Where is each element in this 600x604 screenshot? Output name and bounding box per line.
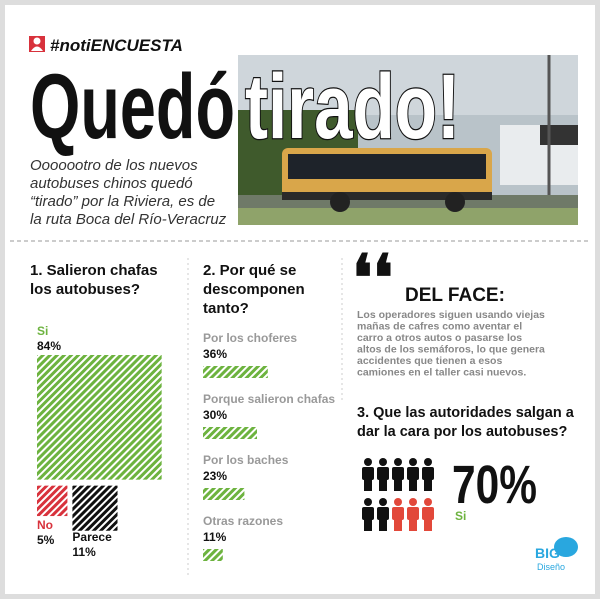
question-line: 2. Por qué se: [203, 262, 296, 279]
title-black: Quedó: [30, 56, 235, 158]
user-icon-body: [31, 46, 43, 51]
person-legs: [379, 519, 387, 531]
person-legs: [379, 479, 387, 491]
value-label: 11%: [203, 530, 227, 544]
person-head: [379, 498, 387, 506]
person-legs: [394, 519, 402, 531]
person-legs: [424, 519, 432, 531]
photo: [238, 55, 578, 225]
square: [72, 485, 118, 531]
person-body: [377, 467, 389, 480]
person-legs: [364, 479, 372, 491]
comment-line: Los operadores siguen usando viejas: [357, 309, 545, 321]
pictogram: [362, 458, 434, 531]
lead-line: Ooooootro de los nuevos: [30, 157, 198, 174]
category-label: Por los choferes: [203, 331, 297, 345]
category-label: No: [37, 518, 53, 532]
person-head: [394, 458, 402, 466]
person-body: [422, 507, 434, 520]
person-head: [409, 458, 417, 466]
question-line: descomponen: [203, 281, 305, 298]
question-line: los autobuses?: [30, 281, 140, 298]
lead-line: la ruta Boca del Río-Veracruz: [30, 211, 227, 228]
category-label: Parece: [72, 530, 112, 544]
person-body: [407, 507, 419, 520]
category-label: Porque salieron chafas: [203, 392, 335, 406]
value-label: 23%: [203, 469, 227, 483]
comment-line: camiones en el taller casi nuevos.: [357, 367, 526, 379]
person-head: [364, 458, 372, 466]
logo-sub: Diseño: [537, 562, 565, 572]
value-label: 11%: [72, 545, 96, 559]
bar: [203, 488, 245, 500]
bar: [203, 427, 257, 439]
question-line: 1. Salieron chafas: [30, 262, 158, 279]
person-legs: [424, 479, 432, 491]
tag: #notiENCUESTA: [50, 36, 183, 55]
person-body: [422, 467, 434, 480]
square: [37, 355, 162, 480]
question-line: 3. Que las autoridades salgan a: [357, 405, 575, 421]
comment-line: altos de los semáforos, lo que genera: [357, 344, 545, 356]
person-head: [424, 458, 432, 466]
value-label: 36%: [203, 347, 227, 361]
square: [37, 485, 68, 517]
person-body: [392, 507, 404, 520]
person-head: [379, 458, 387, 466]
person-legs: [409, 519, 417, 531]
value-caption: Si: [455, 509, 466, 523]
question-line: dar la cara por los autobuses?: [357, 424, 567, 440]
comment-line: mañas de cafres como aventar el: [357, 321, 522, 333]
category-label: Por los baches: [203, 453, 289, 467]
logo-elephant: [554, 537, 578, 557]
lead-line: autobuses chinos quedó: [30, 175, 193, 192]
person-legs: [394, 479, 402, 491]
quote-mark: ❛❛: [352, 242, 393, 314]
person-head: [424, 498, 432, 506]
person-head: [409, 498, 417, 506]
lead-line: “tirado” por la Riviera, es de: [30, 193, 215, 210]
logo-name: BIG: [535, 545, 560, 561]
person-body: [377, 507, 389, 520]
comment-heading: DEL FACE:: [405, 285, 505, 306]
value-label: 5%: [37, 533, 55, 547]
person-legs: [409, 479, 417, 491]
person-head: [364, 498, 372, 506]
value-label: 84%: [37, 339, 61, 353]
category-label: Otras razones: [203, 514, 283, 528]
comment-line: accidentes que tienen a esos: [357, 355, 502, 367]
person-legs: [364, 519, 372, 531]
comment-line: carro a otros autos o pasarse los: [357, 332, 522, 344]
person-body: [362, 467, 374, 480]
person-body: [407, 467, 419, 480]
title-white: tirado!: [245, 56, 460, 158]
user-icon-head: [33, 37, 41, 45]
person-body: [362, 507, 374, 520]
category-label: Si: [37, 324, 48, 338]
person-head: [394, 498, 402, 506]
person-body: [392, 467, 404, 480]
bar: [203, 549, 223, 561]
bar: [203, 366, 268, 378]
question-line: tanto?: [203, 300, 249, 317]
value-label: 30%: [203, 408, 227, 422]
big-value: 70%: [452, 455, 537, 515]
